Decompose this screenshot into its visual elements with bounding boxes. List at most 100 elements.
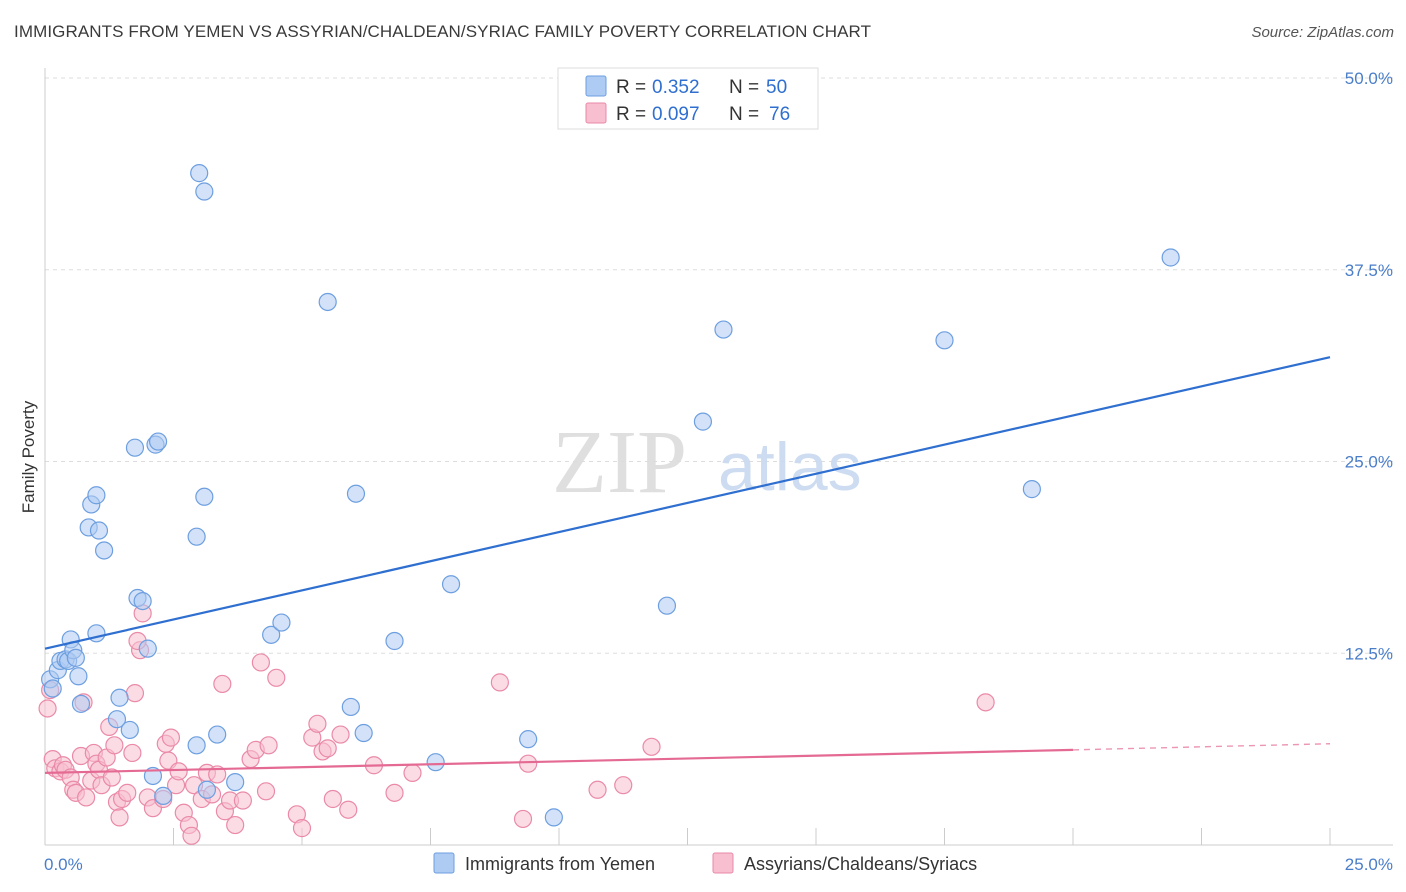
legend-r-value-2: 0.097 [652, 104, 700, 125]
trend-line-blue [44, 356, 1331, 650]
y-tick-labels: 12.5% 25.0% 37.5% 50.0% [1345, 69, 1393, 663]
pink-point [102, 768, 121, 787]
bottom-legend-label-1: Immigrants from Yemen [465, 854, 655, 874]
pink-point [976, 693, 995, 712]
blue-point [519, 730, 538, 749]
pink-point [614, 776, 633, 795]
pink-point [308, 714, 327, 733]
y-tick-label: 25.0% [1345, 453, 1393, 472]
legend-n-label-1: N = [729, 77, 759, 98]
blue-point [89, 521, 109, 540]
y-axis-title: Family Poverty [19, 400, 38, 513]
blue-point [190, 164, 209, 183]
legend-n-value-1: 50 [766, 77, 787, 98]
pink-point [123, 743, 142, 763]
pink-point [169, 762, 188, 781]
pink-point [519, 754, 538, 773]
pink-point [267, 668, 286, 687]
blue-point [226, 773, 245, 792]
trend-line-pink-dashed [1072, 743, 1331, 751]
blue-point [1161, 248, 1180, 267]
blue-point [133, 591, 152, 611]
blue-point [426, 753, 445, 772]
pink-point [339, 800, 358, 819]
pink-point [385, 783, 404, 802]
pink-point [251, 653, 270, 672]
pink-points [38, 604, 995, 845]
pink-point [125, 684, 145, 703]
pink-point [182, 826, 201, 845]
trend-lines [44, 356, 1331, 775]
blue-point [346, 484, 366, 503]
pink-point [642, 737, 661, 756]
blue-point [95, 541, 114, 560]
grid-lines [45, 77, 1393, 654]
legend-n-value-2: 76 [769, 104, 790, 125]
blue-point [318, 292, 337, 312]
blue-point [385, 631, 404, 651]
watermark-atlas: atlas [718, 429, 862, 505]
y-tick-label: 50.0% [1345, 69, 1393, 88]
blue-point [195, 182, 214, 201]
blue-point [657, 596, 677, 615]
blue-point [714, 320, 733, 339]
pink-point [292, 819, 312, 838]
blue-point [354, 723, 373, 743]
pink-point [513, 809, 533, 829]
blue-point [125, 438, 145, 457]
pink-point [77, 788, 96, 807]
blue-point [1022, 480, 1041, 499]
blue-point [148, 432, 168, 451]
blue-point [87, 486, 106, 505]
blue-point [43, 679, 62, 698]
y-tick-label: 37.5% [1345, 261, 1393, 280]
pink-point [38, 699, 57, 718]
pink-point [403, 763, 422, 783]
bottom-legend-swatch-blue [433, 852, 455, 874]
pink-point [318, 739, 337, 758]
blue-point [272, 613, 291, 632]
pink-point [588, 780, 607, 799]
blue-point [71, 694, 91, 713]
pink-point [110, 808, 129, 827]
pink-point [490, 673, 509, 692]
blue-point [187, 527, 206, 546]
legend-n-label-2: N = [729, 104, 759, 125]
blue-point [341, 697, 360, 717]
blue-point [441, 575, 461, 594]
pink-point [226, 815, 245, 835]
blue-point [110, 688, 129, 707]
pink-point [331, 725, 350, 744]
blue-point [154, 786, 173, 806]
x-max-label: 25.0% [1345, 855, 1393, 874]
pink-point [233, 791, 252, 810]
blue-point [195, 487, 214, 506]
x-min-label: 0.0% [44, 855, 83, 874]
pink-point [259, 736, 278, 755]
blue-point [120, 720, 139, 740]
pink-point [161, 728, 181, 747]
blue-points [41, 164, 1180, 827]
blue-point [187, 736, 206, 755]
bottom-legend-swatch-pink [712, 852, 734, 874]
legend-r-label-2: R = [616, 104, 646, 125]
legend-r-value-1: 0.352 [652, 77, 700, 98]
bottom-legend-label-2: Assyrians/Chaldeans/Syriacs [744, 854, 977, 874]
pink-point [118, 783, 137, 802]
pink-point [323, 789, 342, 809]
legend-r-label-1: R = [616, 77, 646, 98]
legend-swatch-pink [585, 102, 607, 124]
blue-point [143, 766, 163, 786]
blue-point [69, 667, 88, 686]
legend-top: R = 0.352 N = 50 R = 0.097 N = 76 [557, 67, 819, 130]
blue-point [693, 412, 713, 431]
chart-title: IMMIGRANTS FROM YEMEN VS ASSYRIAN/CHALDE… [14, 22, 872, 41]
trend-line-pink [44, 748, 1074, 775]
watermark: ZIP atlas [552, 413, 862, 512]
blue-point [544, 808, 563, 827]
y-tick-label: 12.5% [1345, 644, 1393, 663]
blue-point [138, 639, 157, 658]
pink-point [105, 736, 124, 755]
blue-point [197, 780, 217, 799]
